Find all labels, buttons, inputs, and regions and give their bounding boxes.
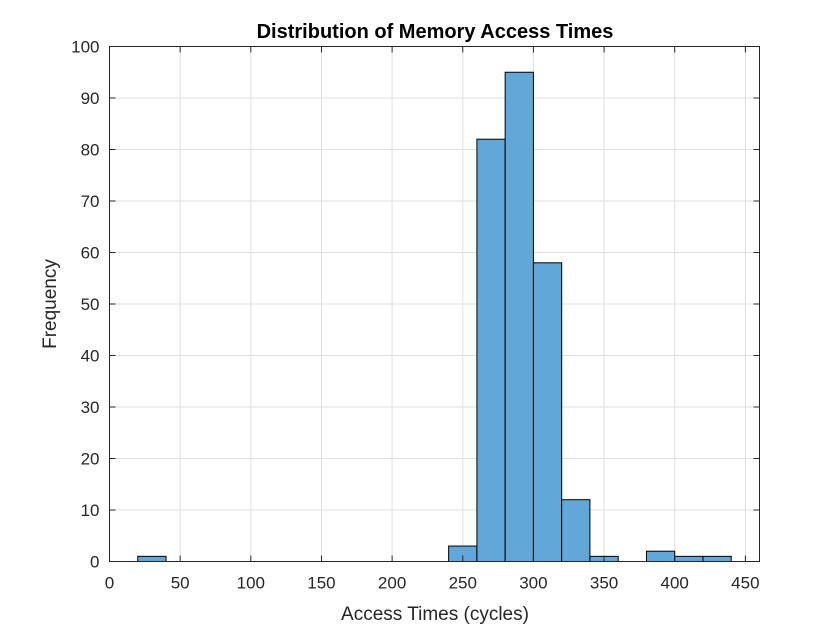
x-tick-label: 50 <box>171 574 190 593</box>
x-tick-label: 200 <box>378 574 406 593</box>
chart-title: Distribution of Memory Access Times <box>257 21 614 43</box>
y-tick-label: 40 <box>81 347 100 366</box>
y-axis-label: Frequency <box>40 259 61 349</box>
y-tick-labels: 0 10 20 30 40 50 60 70 80 90 100 <box>71 38 99 572</box>
x-tick-label: 450 <box>731 574 759 593</box>
y-tick-label: 80 <box>81 141 100 160</box>
x-tick-label: 100 <box>237 574 265 593</box>
histogram-bar <box>137 555 167 562</box>
y-tick-label: 60 <box>81 244 100 263</box>
axis-ticks <box>109 46 760 562</box>
histogram-bar <box>674 555 704 562</box>
histogram-bar <box>702 555 732 562</box>
y-tick-label: 10 <box>81 501 100 520</box>
y-tick-label: 50 <box>81 295 100 314</box>
y-tick-label: 100 <box>71 38 99 57</box>
y-tick-label: 90 <box>81 89 100 108</box>
x-tick-label: 400 <box>661 574 689 593</box>
histogram-bar <box>532 262 563 562</box>
x-axis-label: Access Times (cycles) <box>341 604 529 625</box>
x-tick-label: 150 <box>307 574 335 593</box>
histogram-bar <box>476 138 506 562</box>
histogram-bars <box>137 71 732 563</box>
histogram-bar <box>561 499 591 563</box>
y-tick-label: 30 <box>81 398 100 417</box>
y-tick-label: 20 <box>81 450 100 469</box>
grid-lines <box>109 46 760 562</box>
y-tick-label: 70 <box>81 192 100 211</box>
histogram-bar <box>645 550 676 563</box>
histogram-bar <box>504 71 534 562</box>
x-tick-label: 250 <box>449 574 477 593</box>
x-tick-label: 350 <box>590 574 618 593</box>
x-tick-labels: 0 50 100 150 200 250 300 350 400 450 <box>105 574 760 593</box>
y-tick-label: 0 <box>90 553 99 572</box>
x-tick-label: 300 <box>519 574 547 593</box>
x-tick-label: 0 <box>105 574 114 593</box>
